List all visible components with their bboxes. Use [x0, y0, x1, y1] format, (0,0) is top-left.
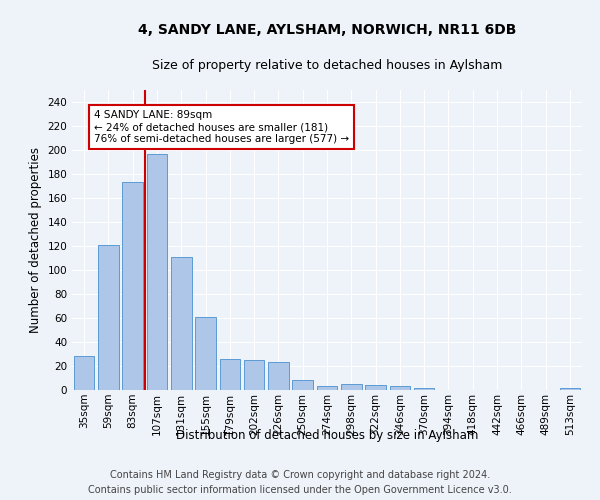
Bar	[74, 356, 94, 390]
Text: Size of property relative to detached houses in Aylsham: Size of property relative to detached ho…	[152, 60, 502, 72]
Bar	[146, 154, 167, 390]
Bar	[292, 380, 313, 390]
Y-axis label: Number of detached properties: Number of detached properties	[29, 147, 42, 333]
Text: 4 SANDY LANE: 89sqm
← 24% of detached houses are smaller (181)
76% of semi-detac: 4 SANDY LANE: 89sqm ← 24% of detached ho…	[94, 110, 349, 144]
Bar	[389, 386, 410, 390]
Text: Distribution of detached houses by size in Aylsham: Distribution of detached houses by size …	[176, 428, 478, 442]
Bar	[317, 386, 337, 390]
Bar	[195, 317, 216, 390]
Bar	[171, 257, 191, 390]
Text: Contains public sector information licensed under the Open Government Licence v3: Contains public sector information licen…	[88, 485, 512, 495]
Bar	[268, 362, 289, 390]
Bar	[98, 245, 119, 390]
Bar	[560, 388, 580, 390]
Bar	[414, 388, 434, 390]
Bar	[341, 384, 362, 390]
Bar	[365, 385, 386, 390]
Text: Contains HM Land Registry data © Crown copyright and database right 2024.: Contains HM Land Registry data © Crown c…	[110, 470, 490, 480]
Bar	[244, 360, 265, 390]
Bar	[220, 359, 240, 390]
Text: 4, SANDY LANE, AYLSHAM, NORWICH, NR11 6DB: 4, SANDY LANE, AYLSHAM, NORWICH, NR11 6D…	[138, 22, 516, 36]
Bar	[122, 182, 143, 390]
